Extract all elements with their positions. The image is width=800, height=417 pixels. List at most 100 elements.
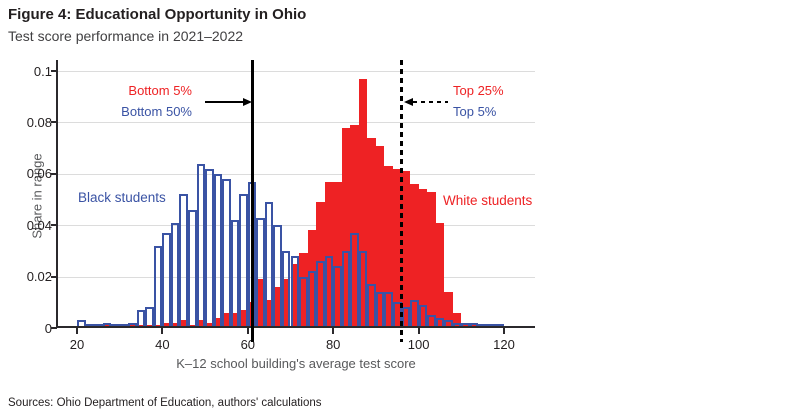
white-students-bar [230,312,240,328]
x-tick-label: 40 [155,337,170,352]
x-tick-mark [503,328,505,334]
white-students-bar [281,279,291,328]
top-25-label: Top 25% [453,83,504,98]
white-students-bar [341,127,351,328]
bottom-threshold-line [250,60,254,342]
y-tick-mark [51,327,57,329]
black-students-bar [205,168,214,328]
white-students-bar [435,222,445,328]
x-tick-mark [76,328,78,334]
figure-title: Figure 4: Educational Opportunity in Ohi… [8,6,307,23]
top-threshold-arrow [413,101,448,103]
white-students-bar [256,279,265,328]
white-students-bar [401,171,411,328]
white-students-bar [316,202,325,328]
y-tick-label: 0.02 [26,269,52,285]
white-students-bar [213,317,223,328]
y-tick-mark [51,121,57,124]
black-students-bar [290,256,300,328]
top-5-label: Top 5% [453,104,497,119]
gridline [58,71,535,72]
white-students-bar [307,230,317,328]
black-students-bar [222,178,231,328]
white-students-bar [290,263,300,328]
bottom-threshold-arrow [205,101,244,103]
y-tick-mark [51,70,57,72]
black-students-bar [281,250,291,328]
y-tick-mark [51,275,57,278]
white-students-bar [222,312,231,328]
black-students-bar [333,266,342,328]
white-students-bar [461,322,470,328]
source-note: Sources: Ohio Department of Education, a… [8,397,322,409]
white-students-bar [367,137,376,328]
black-students-bar [264,202,274,328]
white-students-bar [324,181,334,328]
y-tick-mark [51,224,57,227]
black-students-bar [316,261,325,328]
white-students-bar [375,145,385,328]
y-tick-label: 0 [44,320,52,336]
black-students-bar [410,299,419,328]
plot-area: Bottom 5% Bottom 50% Top 25% Top 5% Blac… [51,60,535,342]
black-students-bar [153,245,163,328]
white-students-bar [333,181,342,328]
black-students-bar [256,217,265,328]
white-students-bar [418,189,428,328]
black-students-bar [188,209,197,328]
top-threshold-arrowhead-icon [404,97,413,106]
y-tick-label: 0.08 [26,114,52,130]
x-axis-title: K–12 school building's average test scor… [176,356,416,371]
black-students-bar [239,194,248,328]
black-students-bar [230,220,240,328]
top-threshold-annotation: Top 25% Top 5% [453,80,504,122]
y-axis-line [56,60,58,328]
black-students-bar [384,292,393,328]
top-threshold-line [400,60,404,342]
black-students-bar [179,194,188,328]
black-students-bar [145,307,154,328]
white-students-bar [170,322,180,328]
bottom-50-label: Bottom 50% [121,104,192,119]
black-students-bar [162,232,171,328]
black-students-bar [350,232,359,328]
white-students-bar [273,286,282,328]
white-students-series-label: White students [443,193,533,208]
gridline [58,225,535,227]
black-students-bar [324,256,334,328]
black-students-bar [196,163,206,328]
x-tick-mark [161,328,164,334]
x-tick-mark [246,328,249,334]
white-students-bar [239,310,248,328]
black-students-bar [170,222,180,328]
white-students-bar [350,124,359,328]
bottom-threshold-arrowhead-icon [243,97,252,106]
figure-subtitle: Test score performance in 2021–2022 [8,28,244,44]
x-tick-label: 20 [69,337,85,352]
black-students-bar [367,284,376,328]
white-students-bar [205,322,214,328]
white-students-bar [392,168,402,328]
white-students-bar [444,292,453,328]
white-students-bar [162,322,171,328]
white-students-bar [410,184,419,328]
black-students-series-label: Black students [78,190,166,205]
white-students-bar [264,299,274,328]
black-students-bar [375,292,385,328]
y-tick-label: 0.04 [26,217,52,233]
white-students-bar [299,253,308,328]
white-students-bar [358,78,368,328]
x-tick-label: 120 [493,337,515,352]
black-students-bar [358,250,368,328]
white-students-bar [384,166,393,328]
gridline [58,173,535,175]
y-tick-label: 0.06 [26,166,52,182]
x-tick-label: 100 [407,337,430,352]
black-students-bar [273,225,282,328]
y-tick-mark [51,172,57,175]
gridline [58,122,535,124]
white-students-bar [179,320,188,328]
black-students-bar [341,250,351,328]
x-tick-mark [417,328,420,334]
